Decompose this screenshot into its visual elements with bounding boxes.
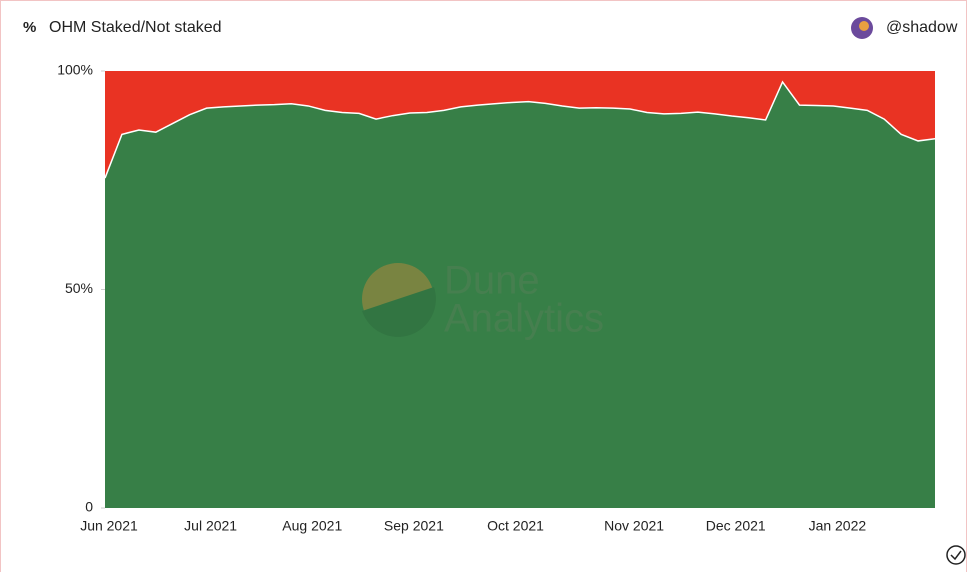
x-tick-label: Jan 2022 [809, 518, 867, 534]
title-icon: % [23, 19, 36, 36]
x-tick-label: Oct 2021 [487, 518, 544, 534]
y-tick-label: 100% [57, 62, 93, 78]
dashboard-widget: % OHM Staked/Not staked @shadow 0 50% 100%… [0, 0, 967, 572]
x-tick-label: Jul 2021 [184, 518, 237, 534]
y-tick-label: 50% [65, 280, 93, 296]
y-tick-label: 0 [85, 499, 93, 515]
x-tick-label: Dec 2021 [706, 518, 766, 534]
x-tick-label: Aug 2021 [282, 518, 342, 534]
x-tick-label: Nov 2021 [604, 518, 664, 534]
avatar [851, 17, 873, 39]
watermark-text: Analytics [444, 297, 604, 341]
x-tick-label: Jun 2021 [80, 518, 138, 534]
check-icon[interactable] [947, 546, 965, 564]
chart: % OHM Staked/Not staked @shadow 0 50% 100%… [1, 1, 966, 572]
x-tick-label: Sep 2021 [384, 518, 444, 534]
author[interactable]: @shadow [886, 19, 958, 36]
chart-title: OHM Staked/Not staked [49, 19, 222, 36]
